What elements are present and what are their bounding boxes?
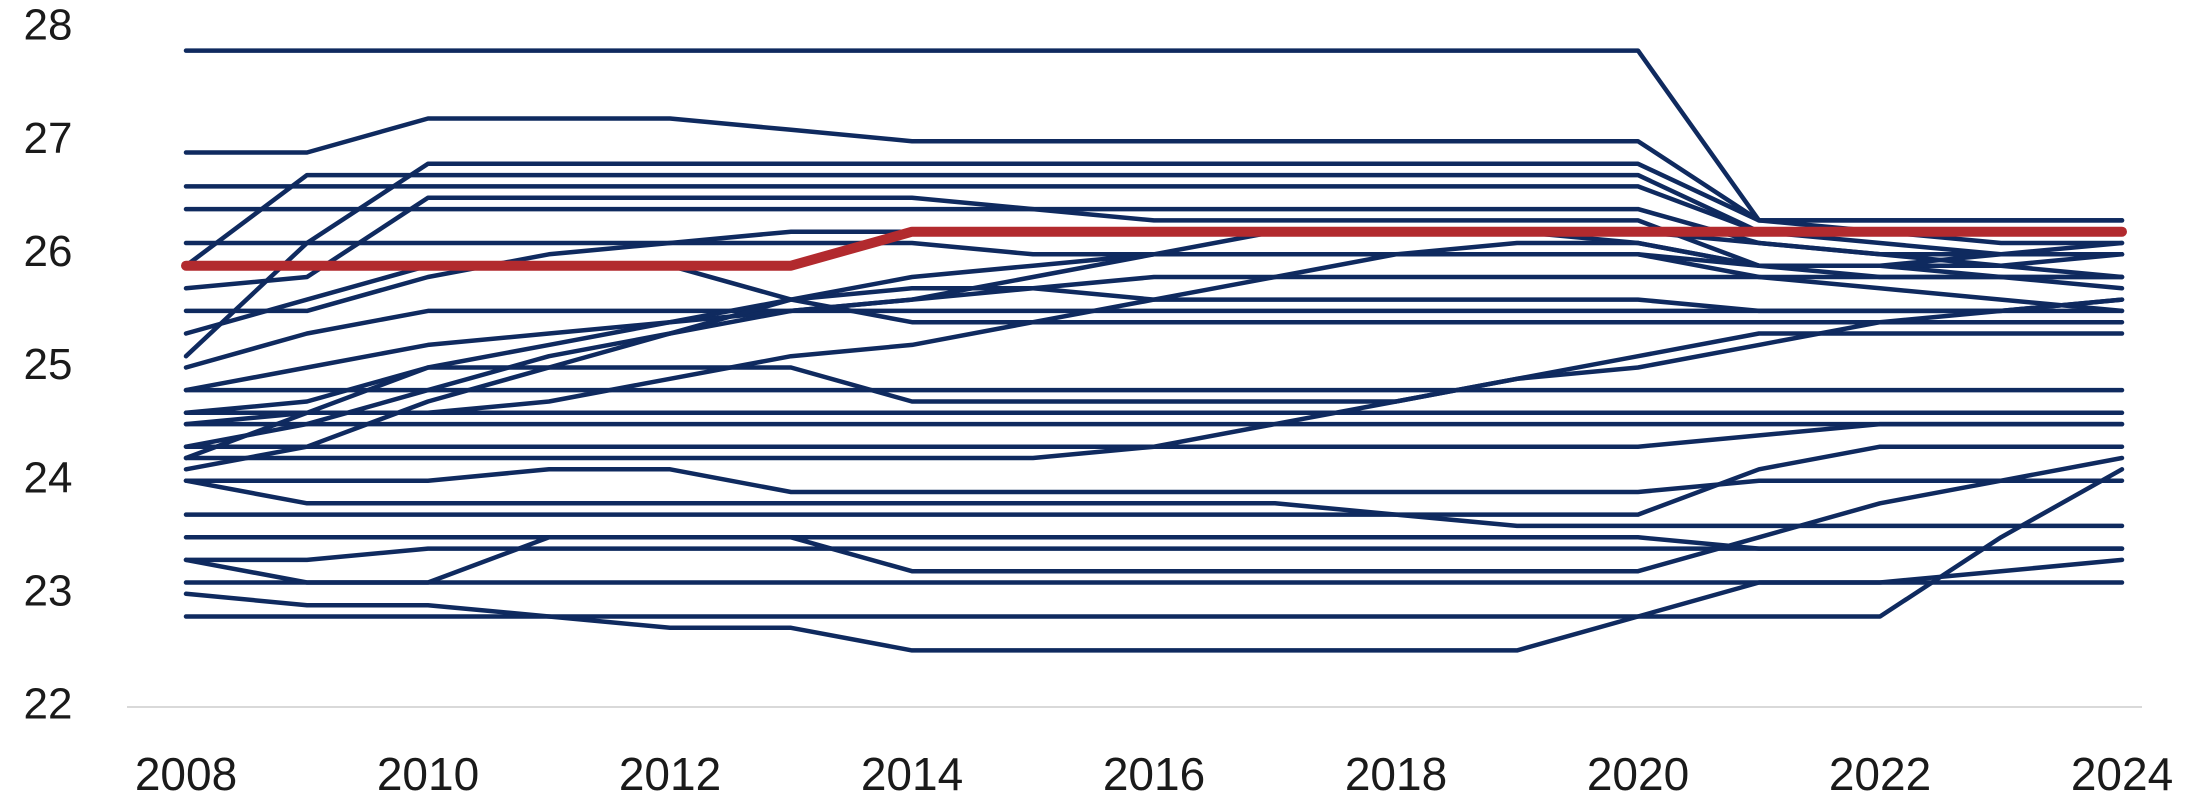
series-line xyxy=(183,444,2125,517)
series-line xyxy=(183,421,2125,449)
series-line xyxy=(183,274,2125,393)
x-tick-label: 2016 xyxy=(1103,748,1205,800)
x-tick-label: 2014 xyxy=(861,748,963,800)
y-tick-label: 26 xyxy=(24,227,73,276)
series-line xyxy=(183,48,2125,223)
y-tick-label: 22 xyxy=(24,680,73,729)
y-tick-label: 28 xyxy=(24,1,73,50)
x-tick-label: 2018 xyxy=(1345,748,1447,800)
series-line xyxy=(183,331,2125,416)
series-line xyxy=(181,226,2127,271)
x-tick-label: 2022 xyxy=(1829,748,1931,800)
series-line xyxy=(183,116,2125,223)
series-line xyxy=(183,161,2125,359)
y-tick-label: 24 xyxy=(24,453,73,502)
x-tick-label: 2020 xyxy=(1587,748,1689,800)
y-tick-label: 25 xyxy=(24,340,73,389)
series-line xyxy=(183,546,2125,563)
series-line xyxy=(183,286,2125,449)
y-tick-label: 27 xyxy=(24,114,73,163)
series-line xyxy=(183,297,2125,461)
series-line xyxy=(183,467,2125,619)
series-line xyxy=(183,455,2125,585)
series-line xyxy=(183,467,2125,495)
x-tick-label: 2012 xyxy=(619,748,721,800)
series-line xyxy=(183,229,2125,472)
x-tick-label: 2008 xyxy=(135,748,237,800)
series-line xyxy=(183,195,2125,291)
x-tick-label: 2010 xyxy=(377,748,479,800)
y-tick-label: 23 xyxy=(24,566,73,615)
series-line xyxy=(183,580,2125,653)
x-tick-label: 2024 xyxy=(2071,748,2173,800)
